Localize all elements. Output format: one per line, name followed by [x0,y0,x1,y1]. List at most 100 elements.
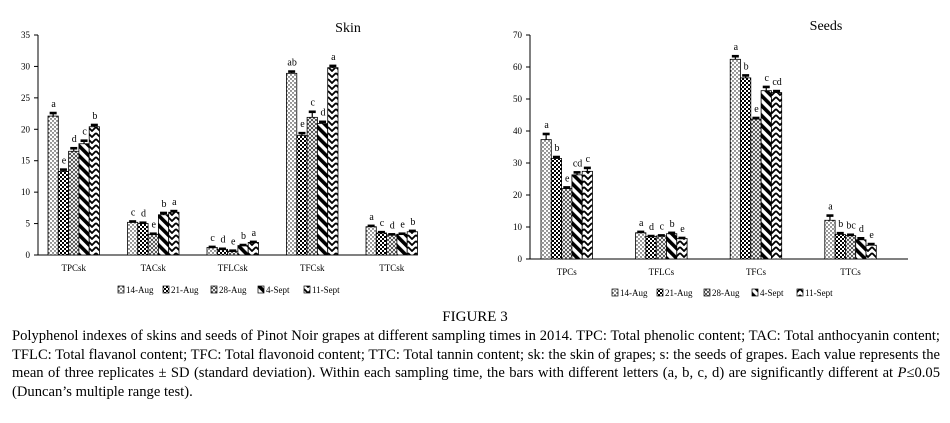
error-bar-cap [160,211,168,215]
error-bar-cap [139,221,147,225]
significance-letter: b [554,143,559,154]
bar [865,244,877,260]
significance-letter: cd [772,77,781,88]
significance-letter: b [744,61,749,72]
x-tick-label: TPCsk [61,263,86,273]
bar [386,234,398,256]
legend-label: 11-Sept [805,288,833,298]
chart-title: Seeds [810,19,843,34]
error-bar-cap [542,132,550,136]
significance-letter: d [859,224,864,235]
error-bar-cap [867,242,875,246]
y-tick-label: 20 [21,124,31,134]
error-bar-cap [731,54,739,58]
caption-p-symbol: P [897,365,907,382]
bar [655,235,667,260]
legend-label: 28-Aug [219,285,247,295]
significance-letter: e [869,230,874,241]
error-bar-cap [329,64,337,68]
legend-swatch [751,288,759,297]
y-tick-label: 0 [518,254,523,264]
significance-letter: c [210,233,215,244]
error-bar-cap [657,234,665,237]
bar [396,233,408,256]
legend-label: 21-Aug [171,285,199,295]
legend-label: 28-Aug [712,288,740,298]
significance-letter: c [311,98,316,109]
bar [168,211,180,256]
error-bar-cap [229,249,237,252]
significance-letter: a [331,52,336,63]
bar [365,226,377,256]
bar [676,238,688,260]
error-bar-cap [857,237,865,240]
significance-letter: d [72,134,77,145]
significance-letter: e [62,156,67,167]
error-bar-cap [836,231,844,235]
error-bar-cap [847,233,855,237]
bar [157,214,170,256]
legend-label: 14-Aug [620,288,648,298]
error-bar-cap [742,74,750,77]
y-tick-label: 25 [21,93,31,103]
error-bar-cap [170,209,178,213]
error-bar-cap [149,232,157,236]
significance-letter: b [92,111,97,122]
significance-letter: d [390,220,395,231]
error-bar-cap [563,186,571,189]
y-tick-label: 35 [21,30,31,40]
significance-letter: c [586,154,591,165]
significance-letter: d [220,235,225,246]
error-bar-cap [249,240,257,244]
x-tick-label: TACsk [141,263,167,273]
y-tick-label: 5 [26,219,31,229]
error-bar-cap [218,247,226,251]
legend-swatch [117,285,125,294]
significance-letter: c [765,73,770,84]
bar [286,72,298,256]
significance-letter: b [241,231,246,242]
x-tick-label: TFLCsk [218,263,249,273]
bar [296,135,308,256]
bar [206,247,218,256]
error-bar-cap [59,168,67,171]
error-bar-cap [298,131,306,135]
significance-letter: b [670,219,675,230]
error-bar-cap [668,231,676,235]
x-tick-label: TTCsk [379,263,405,273]
bar [147,233,159,256]
y-tick-label: 30 [513,158,523,168]
legend-swatch [611,288,619,297]
bar [666,233,678,260]
error-bar-cap [752,116,760,120]
error-bar-cap [377,230,385,234]
error-bar-cap [80,139,88,142]
error-bar-cap [583,166,591,170]
x-tick-label: TPCs [557,267,578,277]
bar [216,248,229,256]
significance-letter: e [754,104,759,115]
bar [635,232,647,260]
bar [88,126,100,256]
error-bar-cap [552,155,560,159]
legend-swatch [303,285,311,294]
bar [561,188,573,260]
bar [540,139,552,260]
y-tick-label: 40 [513,126,523,136]
error-bar-cap [637,230,645,234]
significance-letter: c [380,218,385,229]
significance-letter: d [321,108,326,119]
figure-label: FIGURE 3 [442,309,508,325]
error-bar-cap [319,120,327,124]
y-tick-label: 70 [513,30,523,40]
significance-letter: c [82,127,87,138]
bar [750,118,762,260]
bar [729,58,741,260]
error-bar-cap [208,245,216,249]
y-tick-label: 30 [21,61,31,71]
legend-label: 21-Aug [665,288,693,298]
significance-letter: b [162,199,167,210]
significance-letter: a [172,197,177,208]
error-bar-cap [288,70,296,73]
